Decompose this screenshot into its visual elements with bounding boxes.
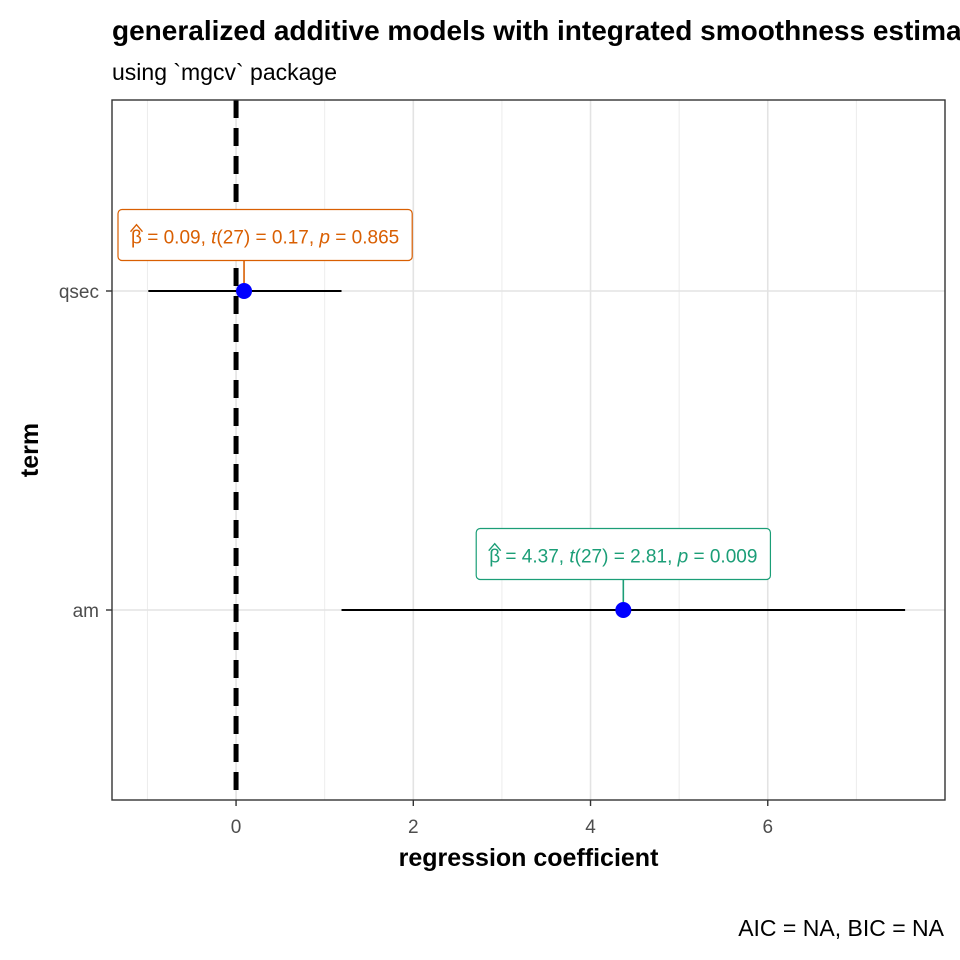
y-tick-label: am bbox=[73, 601, 99, 622]
x-tick-label: 0 bbox=[231, 817, 242, 838]
beta-symbol: β bbox=[489, 547, 500, 568]
estimate-label-box-am bbox=[475, 527, 772, 581]
chart-caption: AIC = NA, BIC = NA bbox=[738, 915, 944, 941]
y-axis: qsec am bbox=[59, 282, 112, 622]
estimate-label-qsec: β = 0.09, t(27) = 0.17, p = 0.865 bbox=[117, 208, 413, 262]
x-axis: 0 2 4 6 bbox=[231, 800, 773, 838]
df-value: (27) bbox=[216, 228, 250, 249]
estimate-label-box-qsec bbox=[117, 208, 413, 262]
x-tick-label: 4 bbox=[585, 817, 596, 838]
chart-subtitle: using `mgcv` package bbox=[112, 59, 337, 85]
t-value: 2.81 bbox=[630, 547, 667, 568]
p-value: 0.865 bbox=[352, 228, 400, 249]
x-axis-title: regression coefficient bbox=[399, 844, 659, 872]
estimate-label-text-qsec: β = 0.09, t(27) = 0.17, p = 0.865 bbox=[131, 228, 399, 249]
p-value: 0.009 bbox=[710, 547, 758, 568]
x-tick-label: 6 bbox=[762, 817, 773, 838]
data-marks bbox=[148, 260, 906, 618]
beta-value: 0.09 bbox=[164, 228, 201, 249]
point-am bbox=[615, 602, 632, 618]
estimate-labels: β = 0.09, t(27) = 0.17, p = 0.865 β = 4.3… bbox=[117, 208, 772, 581]
x-tick-label: 2 bbox=[408, 817, 419, 838]
t-value: 0.17 bbox=[272, 228, 309, 249]
estimate-label-text-am: β = 4.37, t(27) = 2.81, p = 0.009 bbox=[489, 547, 757, 568]
hat-mark bbox=[488, 542, 502, 552]
beta-value: 4.37 bbox=[522, 547, 559, 568]
beta-symbol: β bbox=[131, 228, 142, 249]
hat-mark bbox=[129, 223, 144, 233]
chart-title: generalized additive models with integra… bbox=[112, 15, 960, 46]
y-tick-label: qsec bbox=[59, 282, 99, 303]
df-value: (27) bbox=[575, 547, 609, 568]
estimate-label-am: β = 4.37, t(27) = 2.81, p = 0.009 bbox=[475, 527, 772, 581]
y-axis-title: term bbox=[16, 423, 44, 477]
point-qsec bbox=[236, 283, 253, 299]
plot-panel-border bbox=[111, 99, 946, 801]
